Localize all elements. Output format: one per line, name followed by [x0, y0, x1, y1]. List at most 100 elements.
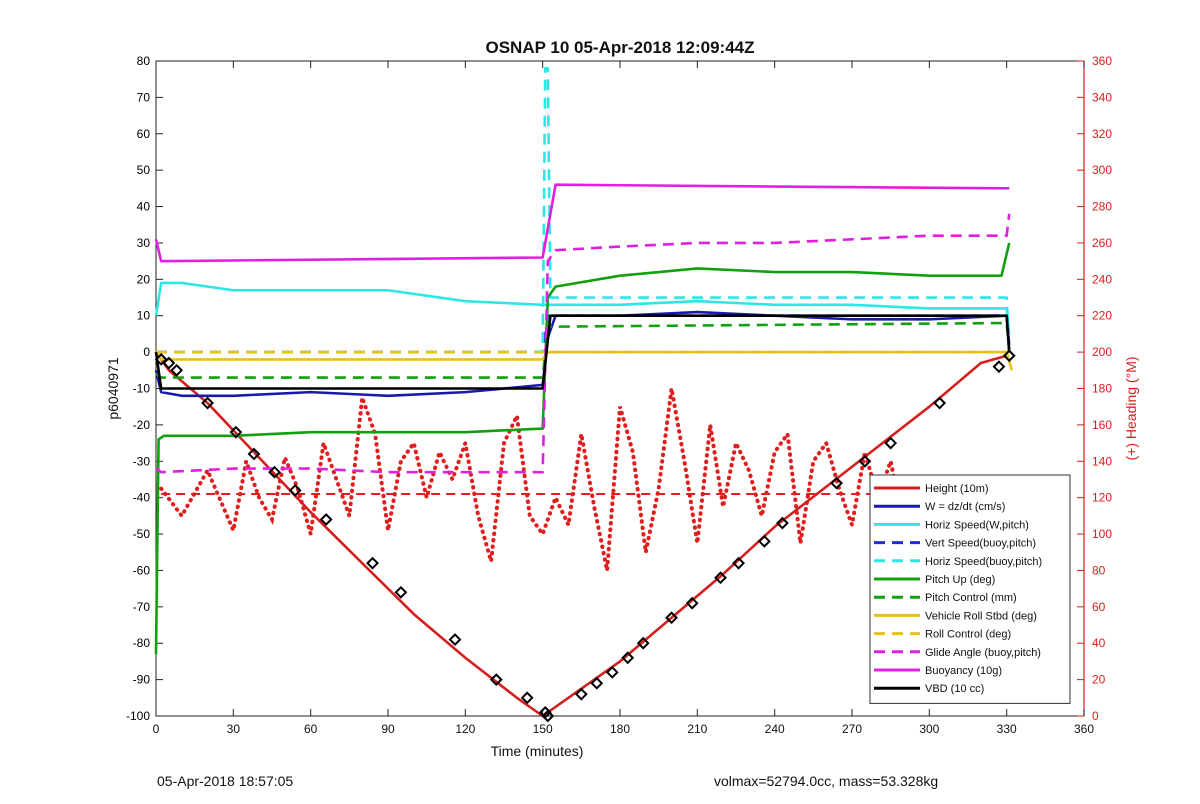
y-tick-label: 70 [137, 90, 151, 104]
y2-tick-label: 160 [1092, 418, 1112, 432]
y-tick-label: 40 [137, 200, 151, 214]
height-marker-diamond [154, 352, 168, 366]
y-tick-label: 20 [137, 272, 151, 286]
series-line-vert-speed-buoy-pitch [156, 314, 1011, 354]
height-marker-diamond [170, 363, 184, 377]
legend-label-buoyancy-10g: Buoyancy (10g) [925, 665, 1002, 677]
legend-label-w-dz-dt-cm-s: W = dz/dt (cm/s) [925, 501, 1005, 513]
y-tick-label: 60 [137, 127, 151, 141]
y2-tick-label: 60 [1092, 600, 1106, 614]
y-tick-label: -10 [133, 382, 151, 396]
plot-layer [154, 66, 1016, 723]
height-marker-diamond [884, 436, 898, 450]
height-marker-diamond [605, 665, 619, 679]
y2-tick-label: 200 [1092, 345, 1112, 359]
footer-stats: volmax=52794.0cc, mass=53.328kg [714, 773, 939, 789]
y-tick-label: 80 [137, 54, 151, 68]
legend-label-height-10m: Height (10m) [925, 483, 989, 495]
legend-label-horiz-speed-w-pitch: Horiz Speed(W,pitch) [925, 519, 1029, 531]
x-tick-label: 30 [227, 722, 241, 736]
x-axis-label: Time (minutes) [491, 743, 584, 759]
y2-tick-label: 100 [1092, 527, 1112, 541]
y2-tick-label: 300 [1092, 163, 1112, 177]
height-marker-diamond [590, 676, 604, 690]
footer-timestamp: 05-Apr-2018 18:57:05 [157, 773, 294, 789]
height-marker-diamond [858, 454, 872, 468]
y2-tick-label: 20 [1092, 673, 1106, 687]
legend-label-vehicle-roll-stbd-deg: Vehicle Roll Stbd (deg) [925, 610, 1037, 622]
y-tick-label: -40 [133, 491, 151, 505]
y2-tick-label: 240 [1092, 272, 1112, 286]
x-tick-label: 60 [304, 722, 318, 736]
x-tick-label: 240 [765, 722, 785, 736]
y2-tick-label: 260 [1092, 236, 1112, 250]
legend-label-vbd-10-cc: VBD (10 cc) [925, 683, 984, 695]
title-layer: OSNAP 10 05-Apr-2018 12:09:44Z [486, 38, 755, 57]
y2-tick-label: 120 [1092, 491, 1112, 505]
height-marker-diamond [775, 516, 789, 530]
height-marker-diamond [621, 651, 635, 665]
height-marker-diamond [574, 687, 588, 701]
y2-tick-label: 280 [1092, 200, 1112, 214]
height-marker-diamond [992, 360, 1006, 374]
x-tick-label: 180 [610, 722, 630, 736]
series-line-w-dz-dt-cm-s [154, 310, 1011, 398]
series-line-pitch-control-mm [155, 321, 1011, 379]
series-line-vehicle-roll-stbd-deg [154, 350, 1014, 371]
height-marker-diamond [830, 476, 843, 490]
x-tick-label: 360 [1074, 722, 1094, 736]
height-marker-diamond [319, 513, 333, 526]
x-tick-label: 330 [997, 722, 1017, 736]
y2-tick-label: 360 [1092, 54, 1112, 68]
y2-tick-label: 40 [1092, 636, 1106, 650]
height-marker-diamond [732, 556, 745, 570]
y-tick-label: 10 [137, 309, 151, 323]
y-tick-label: -30 [133, 454, 151, 468]
height-marker-diamond [247, 447, 261, 461]
height-marker-diamond [162, 356, 176, 370]
y-tick-label: -90 [133, 673, 151, 687]
x-tick-label: 150 [533, 722, 553, 736]
y-tick-label: 50 [137, 163, 151, 177]
y-axis-label: p6040971 [105, 357, 121, 420]
y2-tick-label: 80 [1092, 563, 1106, 577]
y2-tick-label: 320 [1092, 127, 1112, 141]
y-tick-label: -50 [133, 527, 151, 541]
x-tick-label: 120 [455, 722, 475, 736]
legend-box [869, 474, 1071, 704]
height-marker-diamond [665, 611, 678, 625]
y-tick-label: -70 [133, 600, 151, 614]
y-tick-label: 0 [143, 345, 150, 359]
legend-label-horiz-speed-buoy-pitch: Horiz Speed(buoy,pitch) [925, 556, 1042, 568]
x-tick-label: 270 [842, 722, 862, 736]
height-marker-diamond [268, 465, 281, 479]
x-tick-label: 0 [153, 722, 160, 736]
height-marker-diamond [757, 534, 771, 548]
height-marker-diamond [933, 396, 947, 410]
y-tick-label: -60 [133, 563, 151, 577]
height-marker-diamond [448, 633, 462, 646]
x-tick-label: 300 [919, 722, 939, 736]
y2-axis-label: (+) Heading (°M) [1123, 356, 1139, 460]
legend-label-roll-control-deg: Roll Control (deg) [925, 629, 1011, 641]
y-tick-label: -100 [126, 709, 150, 723]
series-line-height-10m [154, 351, 1008, 718]
height-marker-diamond [229, 425, 243, 439]
legend-layer: Height (10m) W = dz/dt (cm/s) Horiz Speed(… [869, 474, 1071, 704]
height-marker-diamond [636, 636, 650, 650]
height-marker-diamond [366, 556, 379, 570]
height-marker-diamond [1002, 349, 1016, 363]
series-line-horiz-speed-buoy-pitch [156, 66, 1011, 354]
x-tick-label: 90 [381, 722, 395, 736]
y2-tick-label: 220 [1092, 309, 1112, 323]
y2-tick-label: 180 [1092, 382, 1112, 396]
y-tick-label: -20 [133, 418, 151, 432]
axes-layer: 0 30 60 90 120 150 180 210 240 270 300 330 360-100-9… [105, 54, 1139, 759]
y2-tick-label: 0 [1092, 709, 1099, 723]
height-marker-diamond [520, 691, 534, 705]
chart-title: OSNAP 10 05-Apr-2018 12:09:44Z [486, 38, 755, 57]
height-marker-diamond [714, 571, 727, 585]
y-tick-label: -80 [133, 636, 151, 650]
series-line-vbd-10-cc [154, 314, 1011, 390]
